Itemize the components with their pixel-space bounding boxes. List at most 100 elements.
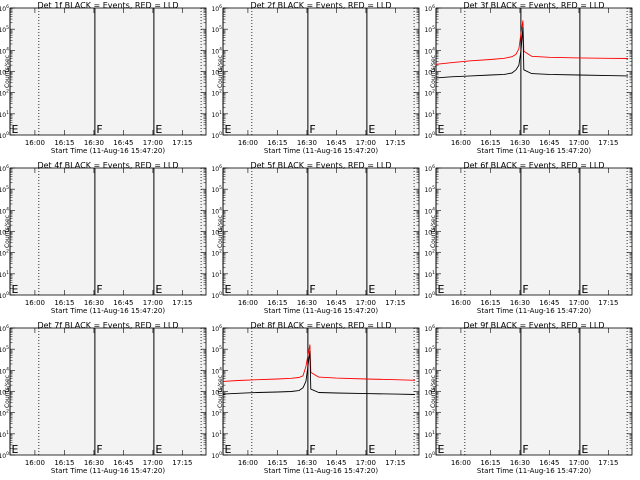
x-tick-label: 16:15 bbox=[267, 139, 287, 147]
y-tick-label: 104 bbox=[424, 366, 435, 375]
marker-label: F bbox=[522, 283, 528, 296]
y-tick-label: 106 bbox=[0, 164, 9, 173]
series-line bbox=[435, 27, 629, 79]
x-axis-label: Start Time (11-Aug-16 15:47:20) bbox=[51, 147, 165, 155]
x-axis-label: Start Time (11-Aug-16 15:47:20) bbox=[51, 467, 165, 475]
marker-label: E bbox=[438, 123, 445, 136]
y-tick-label: 102 bbox=[211, 89, 222, 98]
x-tick-label: 16:15 bbox=[54, 459, 74, 467]
marker-label: F bbox=[522, 443, 528, 456]
chart-panel: Det 3f BLACK = Events, RED = LLD 100 101 10… bbox=[424, 1, 633, 155]
y-tick-label: 106 bbox=[0, 4, 9, 13]
plot-area bbox=[9, 327, 207, 456]
y-axis-label: Counts/sec bbox=[217, 375, 224, 408]
x-tick-label: 16:30 bbox=[510, 139, 530, 147]
plot-area bbox=[222, 167, 420, 296]
y-tick-label: 102 bbox=[0, 249, 9, 258]
x-tick-label: 16:15 bbox=[267, 299, 287, 307]
chart-panel: Det 7f BLACK = Events, RED = LLD 100 101 10… bbox=[0, 321, 207, 475]
x-tick-label: 16:15 bbox=[54, 139, 74, 147]
y-tick-label: 102 bbox=[211, 409, 222, 418]
chart-panel: Det 1f BLACK = Events, RED = LLD 100 101 10… bbox=[0, 1, 207, 155]
x-axis-label: Start Time (11-Aug-16 15:47:20) bbox=[264, 147, 378, 155]
x-tick-label: 16:15 bbox=[54, 299, 74, 307]
chart-title: Det 7f BLACK = Events, RED = LLD bbox=[37, 321, 178, 330]
x-tick-label: 17:15 bbox=[598, 459, 618, 467]
plot-area bbox=[435, 7, 633, 136]
marker-label: E bbox=[225, 443, 232, 456]
y-axis-label: Counts/sec bbox=[430, 55, 437, 88]
y-tick-label: 101 bbox=[0, 430, 9, 439]
chart-panel: Det 8f BLACK = Events, RED = LLD 100 101 10… bbox=[211, 321, 420, 475]
x-tick-label: 17:15 bbox=[385, 139, 405, 147]
x-tick-label: 16:00 bbox=[25, 299, 45, 307]
x-tick-label: 16:15 bbox=[480, 139, 500, 147]
y-tick-label: 106 bbox=[211, 164, 222, 173]
y-tick-label: 103 bbox=[211, 68, 222, 77]
y-tick-label: 102 bbox=[0, 409, 9, 418]
x-tick-label: 16:00 bbox=[25, 459, 45, 467]
y-tick-label: 100 bbox=[211, 131, 222, 140]
y-tick-label: 103 bbox=[0, 228, 9, 237]
chart-panel: Det 9f BLACK = Events, RED = LLD 100 101 10… bbox=[424, 321, 633, 475]
y-tick-label: 103 bbox=[0, 68, 9, 77]
y-tick-label: 102 bbox=[424, 409, 435, 418]
chart-title: Det 4f BLACK = Events, RED = LLD bbox=[37, 161, 178, 170]
y-tick-label: 106 bbox=[424, 164, 435, 173]
x-tick-label: 17:15 bbox=[385, 299, 405, 307]
marker-label: E bbox=[438, 443, 445, 456]
y-tick-label: 105 bbox=[424, 25, 435, 34]
y-tick-label: 105 bbox=[0, 25, 9, 34]
x-tick-label: 17:15 bbox=[598, 139, 618, 147]
y-tick-label: 105 bbox=[0, 185, 9, 194]
marker-label: F bbox=[96, 123, 102, 136]
series-line bbox=[435, 20, 629, 65]
plot-area bbox=[435, 167, 633, 296]
y-tick-label: 104 bbox=[424, 46, 435, 55]
y-tick-label: 104 bbox=[211, 206, 222, 215]
y-tick-label: 102 bbox=[424, 249, 435, 258]
y-axis-label: Counts/sec bbox=[4, 55, 11, 88]
x-tick-label: 17:00 bbox=[569, 459, 589, 467]
y-tick-label: 105 bbox=[211, 25, 222, 34]
y-tick-label: 100 bbox=[211, 451, 222, 460]
y-tick-label: 105 bbox=[424, 185, 435, 194]
x-tick-label: 16:30 bbox=[510, 299, 530, 307]
y-tick-label: 104 bbox=[0, 366, 9, 375]
series-line bbox=[222, 344, 416, 382]
chart-title: Det 5f BLACK = Events, RED = LLD bbox=[250, 161, 391, 170]
y-tick-label: 106 bbox=[424, 324, 435, 333]
x-tick-label: 16:00 bbox=[451, 139, 471, 147]
x-tick-label: 16:30 bbox=[297, 299, 317, 307]
plot-area bbox=[222, 7, 420, 136]
y-axis-label: Counts/sec bbox=[4, 215, 11, 248]
x-tick-label: 16:45 bbox=[113, 299, 133, 307]
x-tick-label: 17:15 bbox=[385, 459, 405, 467]
y-tick-label: 100 bbox=[424, 131, 435, 140]
marker-label: F bbox=[309, 283, 315, 296]
x-tick-label: 16:45 bbox=[326, 459, 346, 467]
y-tick-label: 103 bbox=[424, 228, 435, 237]
x-tick-label: 16:45 bbox=[113, 459, 133, 467]
x-tick-label: 17:00 bbox=[356, 459, 376, 467]
x-tick-label: 16:00 bbox=[238, 459, 258, 467]
y-tick-label: 101 bbox=[0, 270, 9, 279]
marker-label: E bbox=[368, 443, 375, 456]
y-tick-label: 103 bbox=[424, 388, 435, 397]
y-tick-label: 104 bbox=[0, 206, 9, 215]
x-tick-label: 17:15 bbox=[172, 139, 192, 147]
y-tick-label: 102 bbox=[0, 89, 9, 98]
marker-label: E bbox=[12, 123, 19, 136]
y-tick-label: 104 bbox=[211, 366, 222, 375]
chart-panel: Det 2f BLACK = Events, RED = LLD 100 101 10… bbox=[211, 1, 420, 155]
marker-label: E bbox=[155, 123, 162, 136]
plot-area bbox=[9, 167, 207, 296]
chart-panel: Det 5f BLACK = Events, RED = LLD 100 101 10… bbox=[211, 161, 420, 315]
marker-label: E bbox=[12, 443, 19, 456]
y-tick-label: 101 bbox=[424, 430, 435, 439]
x-tick-label: 17:00 bbox=[143, 139, 163, 147]
y-tick-label: 105 bbox=[211, 185, 222, 194]
y-tick-label: 104 bbox=[424, 206, 435, 215]
y-axis-label: Counts/sec bbox=[217, 215, 224, 248]
y-axis-label: Counts/sec bbox=[430, 215, 437, 248]
